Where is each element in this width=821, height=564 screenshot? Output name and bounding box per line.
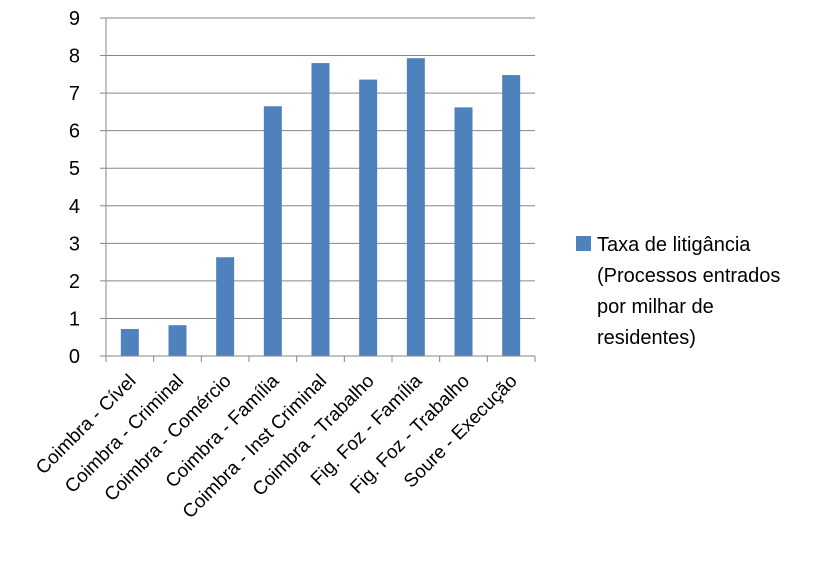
y-tick-label: 5: [69, 158, 80, 180]
bar: [216, 257, 235, 356]
bar: [359, 79, 378, 356]
bar: [263, 106, 282, 356]
y-tick-label: 9: [69, 8, 80, 30]
y-tick-label: 4: [69, 196, 80, 218]
bar: [168, 325, 187, 356]
bar: [120, 328, 139, 356]
y-tick-label: 6: [69, 121, 80, 143]
axes: [100, 17, 536, 362]
legend-label: Taxa de litigância (Processos entrados p…: [597, 234, 781, 349]
y-tick-labels: 0 1 2 3 4 5 6 7 8 9: [69, 8, 80, 368]
y-tick-label: 0: [69, 346, 80, 368]
bar: [311, 63, 330, 357]
y-tick-label: 2: [69, 271, 80, 293]
y-tick-label: 1: [69, 308, 80, 330]
bar: [502, 75, 521, 356]
y-tick-label: 3: [69, 233, 80, 255]
y-tick-label: 8: [69, 46, 80, 68]
bars: [120, 58, 521, 357]
bar: [454, 107, 473, 356]
y-tick-label: 7: [69, 83, 80, 105]
legend-swatch: [576, 236, 591, 251]
bar: [406, 58, 425, 356]
